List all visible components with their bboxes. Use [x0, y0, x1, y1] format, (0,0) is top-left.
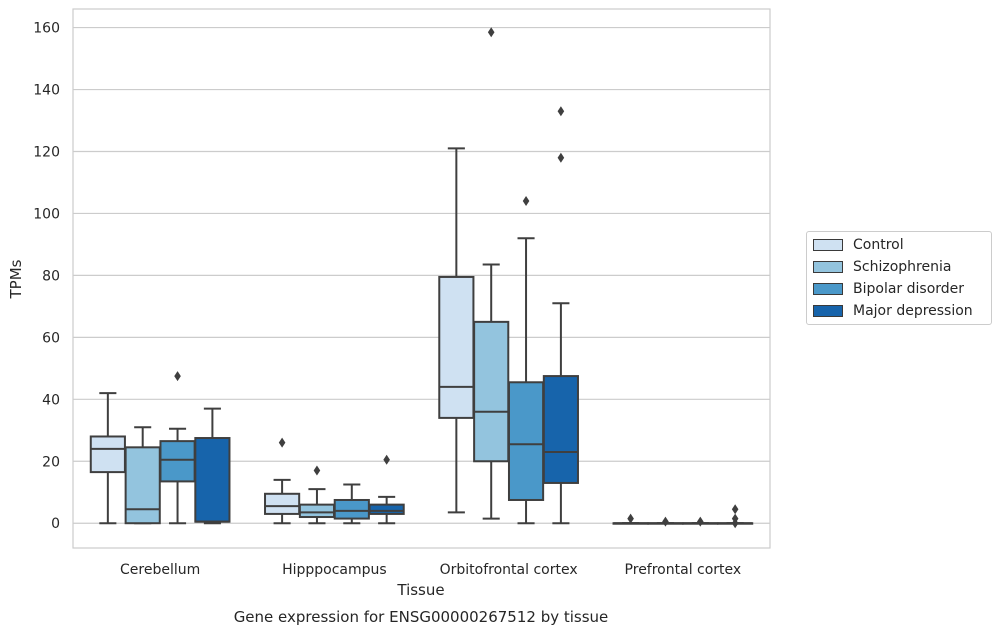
legend: Control Schizophrenia Bipolar disorder M…	[806, 231, 992, 325]
x-tick-labels: Cerebellum Hipppocampus Orbitofrontal cort…	[120, 562, 741, 578]
box-major-depression	[717, 504, 754, 529]
box-bipolar-disorder	[333, 483, 370, 525]
outlier-point	[557, 106, 565, 117]
outlier-point	[662, 516, 669, 527]
y-tick-label: 140	[33, 83, 60, 99]
outlier-point	[522, 196, 530, 207]
legend-label-major-depression: Major depression	[853, 303, 973, 319]
outlier-point	[697, 516, 704, 527]
legend-swatch-schizophrenia	[813, 261, 843, 273]
outlier-point	[487, 27, 495, 38]
x-tick-label: Prefrontal cortex	[625, 562, 742, 578]
y-tick-label: 120	[33, 144, 60, 160]
plot-frame	[72, 8, 771, 549]
legend-item-schizophrenia: Schizophrenia	[813, 257, 951, 277]
y-tick-label: 40	[42, 392, 60, 408]
box-schizophrenia	[124, 426, 161, 525]
legend-swatch-control	[813, 239, 843, 251]
box-iqr	[124, 446, 161, 525]
outlier-point	[731, 504, 739, 515]
y-tick-label: 160	[33, 21, 60, 37]
legend-label-schizophrenia: Schizophrenia	[853, 259, 952, 275]
box-bipolar-disorder	[159, 371, 196, 525]
box-schizophrenia	[298, 465, 336, 525]
outlier-point	[278, 437, 286, 448]
outlier-point	[731, 513, 739, 524]
y-tick-label: 100	[33, 206, 60, 222]
y-tick-label: 20	[42, 454, 60, 470]
box-iqr	[507, 381, 545, 501]
y-tick-label: 0	[51, 516, 60, 532]
legend-label-control: Control	[853, 237, 904, 253]
box-iqr	[542, 375, 579, 484]
boxes	[89, 27, 754, 529]
legend-label-bipolar-disorder: Bipolar disorder	[853, 281, 965, 297]
legend-item-major-depression: Major depression	[813, 301, 973, 321]
outlier-point	[557, 152, 565, 163]
outlier-point	[627, 513, 634, 524]
box-iqr	[89, 435, 126, 474]
box-iqr	[159, 440, 196, 483]
box-iqr	[438, 275, 475, 419]
box-iqr	[194, 437, 231, 523]
legend-item-bipolar-disorder: Bipolar disorder	[813, 279, 964, 299]
x-tick-label: Cerebellum	[120, 562, 200, 578]
x-axis-label: Tissue	[396, 581, 444, 599]
y-tick-label: 80	[42, 268, 60, 284]
box-control	[438, 147, 475, 514]
box-major-depression	[368, 454, 405, 525]
x-tick-label: Orbitofrontal cortex	[440, 562, 578, 578]
box-schizophrenia	[647, 516, 684, 527]
x-tick-label: Hipppocampus	[282, 562, 387, 578]
outlier-point	[383, 454, 390, 465]
box-bipolar-disorder	[682, 516, 719, 527]
box-major-depression	[194, 407, 231, 525]
outlier-point	[313, 465, 321, 476]
box-iqr	[264, 492, 301, 515]
box-control	[264, 437, 301, 525]
outlier-point	[174, 371, 181, 382]
legend-item-control: Control	[813, 235, 904, 255]
box-iqr	[368, 503, 405, 515]
box-iqr	[473, 320, 510, 463]
box-iqr	[333, 498, 370, 520]
box-bipolar-disorder	[507, 196, 545, 525]
box-control	[612, 513, 649, 525]
box-schizophrenia	[473, 27, 510, 520]
legend-swatch-bipolar-disorder	[813, 283, 843, 295]
legend-swatch-major-depression	[813, 305, 843, 317]
y-tick-label: 60	[42, 330, 60, 346]
y-tick-labels: 0 20 40 60 80 100 120 140 160	[33, 21, 60, 533]
chart-caption: Gene expression for ENSG00000267512 by t…	[234, 608, 609, 626]
box-iqr	[298, 503, 336, 519]
y-axis-label: TPMs	[7, 259, 25, 299]
box-control	[89, 392, 126, 525]
box-major-depression	[542, 106, 579, 525]
